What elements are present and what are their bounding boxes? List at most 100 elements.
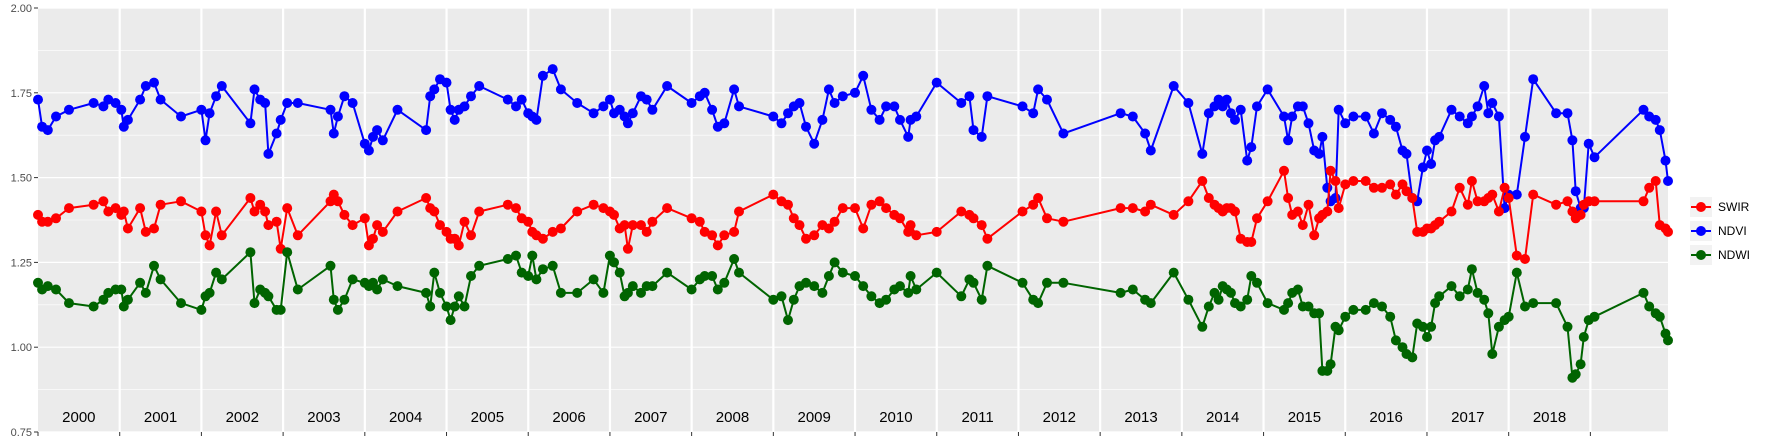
data-point xyxy=(282,98,293,108)
data-point xyxy=(1472,287,1483,298)
data-point xyxy=(1434,216,1445,227)
data-point xyxy=(555,84,566,95)
data-point xyxy=(801,233,811,244)
data-point xyxy=(1551,199,1562,210)
year-label: 2009 xyxy=(798,409,831,426)
data-point xyxy=(817,287,828,298)
data-point xyxy=(1168,81,1179,91)
year-label: 2016 xyxy=(1369,409,1402,426)
data-point xyxy=(135,203,146,214)
data-point xyxy=(292,230,303,241)
data-point xyxy=(1348,111,1359,122)
year-label: 2005 xyxy=(471,409,504,426)
data-point xyxy=(1017,101,1028,112)
data-point xyxy=(1197,148,1208,159)
data-point xyxy=(1127,111,1138,122)
data-point xyxy=(282,247,293,258)
data-point xyxy=(1017,206,1028,217)
data-point xyxy=(1426,159,1437,169)
data-point xyxy=(1551,298,1562,309)
data-point xyxy=(1368,128,1379,139)
data-point xyxy=(874,114,885,125)
data-point xyxy=(42,216,53,227)
data-point xyxy=(1422,145,1432,156)
data-point xyxy=(895,114,905,125)
data-point xyxy=(1303,199,1314,210)
data-point xyxy=(707,230,718,241)
data-point xyxy=(627,281,638,292)
data-point xyxy=(1434,291,1445,302)
year-labels: 2000 2001 2002 2003 2004 2005 2006 2007 2008 2009… xyxy=(62,409,1566,426)
data-point xyxy=(1297,101,1308,112)
data-point xyxy=(547,226,558,237)
data-point xyxy=(1127,203,1138,214)
data-point xyxy=(976,131,987,142)
data-point xyxy=(837,203,848,214)
data-point xyxy=(1385,179,1396,190)
data-point xyxy=(332,111,343,122)
data-point xyxy=(911,111,922,122)
data-point xyxy=(392,206,403,217)
year-label: 2012 xyxy=(1043,409,1076,426)
data-point xyxy=(200,230,211,241)
data-point xyxy=(347,220,358,231)
data-point xyxy=(1292,206,1303,217)
data-point xyxy=(976,294,987,305)
data-point xyxy=(1115,203,1126,214)
data-point xyxy=(459,101,470,112)
data-point xyxy=(1401,148,1412,159)
data-point xyxy=(211,206,222,217)
data-point xyxy=(1115,287,1126,298)
data-point xyxy=(1528,74,1539,85)
data-point xyxy=(445,104,456,115)
data-point xyxy=(788,213,799,224)
data-point xyxy=(1663,335,1673,346)
data-point xyxy=(850,271,860,281)
data-point xyxy=(1042,94,1052,105)
data-point xyxy=(275,304,286,315)
data-point xyxy=(609,257,619,268)
data-point xyxy=(858,281,869,292)
data-point xyxy=(110,203,121,214)
data-point xyxy=(1578,332,1589,342)
data-point xyxy=(421,125,432,136)
year-label: 2001 xyxy=(144,409,177,426)
data-point xyxy=(1493,111,1504,122)
data-point xyxy=(216,274,227,285)
data-point xyxy=(347,98,358,108)
data-point xyxy=(271,128,282,139)
data-point xyxy=(636,287,646,298)
data-point xyxy=(1528,298,1539,309)
data-point xyxy=(245,118,256,129)
data-point xyxy=(604,94,615,105)
data-point xyxy=(155,274,166,285)
data-point xyxy=(572,206,583,217)
data-point xyxy=(176,298,186,309)
data-point xyxy=(588,108,599,119)
data-point xyxy=(931,267,942,278)
data-point xyxy=(1230,114,1240,125)
data-point xyxy=(140,287,151,298)
data-point xyxy=(712,240,723,251)
data-point xyxy=(1446,281,1457,292)
data-point xyxy=(275,114,286,125)
year-label: 2018 xyxy=(1533,409,1566,426)
data-point xyxy=(1279,165,1289,176)
data-point xyxy=(572,287,583,298)
data-point xyxy=(866,104,877,115)
data-point xyxy=(1479,294,1490,305)
data-point xyxy=(1638,196,1649,207)
data-point xyxy=(1644,182,1655,193)
data-point xyxy=(502,199,513,210)
data-point xyxy=(1511,267,1522,278)
data-point xyxy=(1426,321,1437,332)
data-point xyxy=(776,118,787,129)
data-point xyxy=(956,291,967,302)
data-point xyxy=(377,135,388,146)
data-point xyxy=(51,213,61,224)
data-point xyxy=(699,271,710,281)
data-point xyxy=(1333,203,1344,214)
data-point xyxy=(421,287,432,298)
data-point xyxy=(122,294,133,305)
